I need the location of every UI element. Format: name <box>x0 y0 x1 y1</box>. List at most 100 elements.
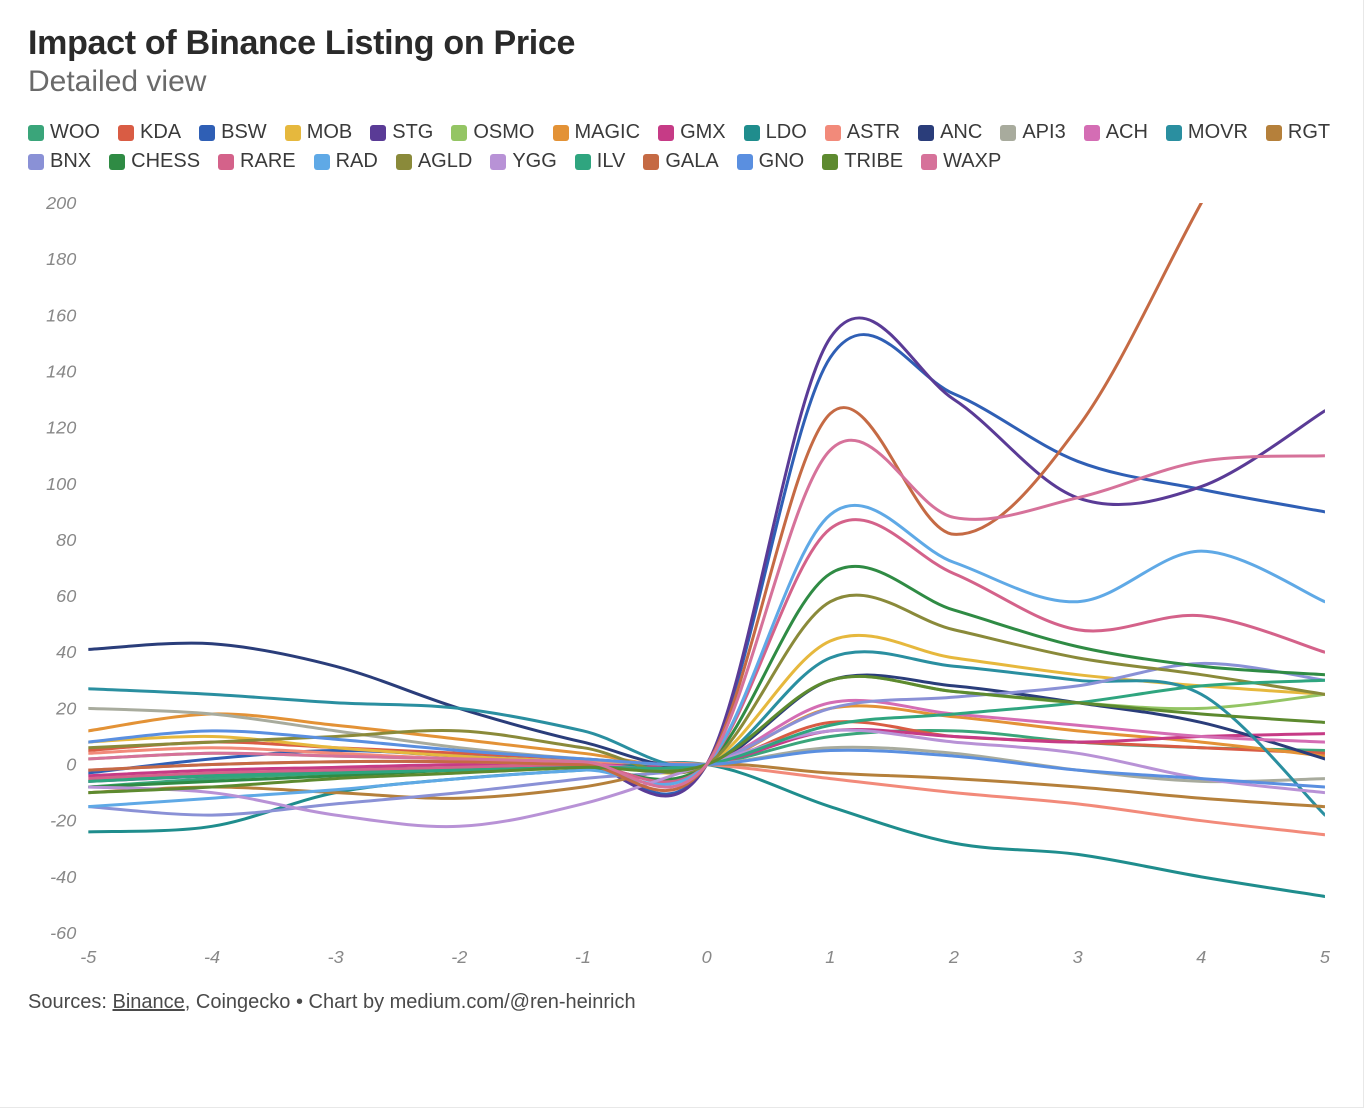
legend-swatch <box>1084 125 1100 141</box>
legend-item-rgt[interactable]: RGT <box>1266 121 1330 144</box>
legend-item-bnx[interactable]: BNX <box>28 150 91 173</box>
legend-swatch <box>28 154 44 170</box>
legend-item-gno[interactable]: GNO <box>737 150 805 173</box>
legend-item-woo[interactable]: WOO <box>28 121 100 144</box>
chart-title: Impact of Binance Listing on Price <box>28 24 1335 63</box>
legend-swatch <box>451 125 467 141</box>
sources-link[interactable]: Binance <box>112 991 184 1013</box>
y-tick-label: -40 <box>50 867 76 887</box>
legend-label: GALA <box>665 150 718 173</box>
legend-label: MAGIC <box>575 121 641 144</box>
legend-label: KDA <box>140 121 181 144</box>
legend-item-kda[interactable]: KDA <box>118 121 181 144</box>
legend-label: YGG <box>512 150 556 173</box>
legend-item-astr[interactable]: ASTR <box>825 121 900 144</box>
legend-label: MOVR <box>1188 121 1248 144</box>
y-tick-label: 80 <box>56 530 76 550</box>
x-tick-label: 2 <box>948 947 959 967</box>
legend-item-rare[interactable]: RARE <box>218 150 296 173</box>
series-line-magic <box>88 706 1325 767</box>
legend-label: RGT <box>1288 121 1330 144</box>
x-tick-label: 0 <box>702 947 712 967</box>
legend-item-stg[interactable]: STG <box>370 121 433 144</box>
legend-label: BSW <box>221 121 267 144</box>
legend-label: BNX <box>50 150 91 173</box>
legend-swatch <box>737 154 753 170</box>
legend-label: WOO <box>50 121 100 144</box>
legend-swatch <box>643 154 659 170</box>
legend-item-waxp[interactable]: WAXP <box>921 150 1001 173</box>
legend-item-gala[interactable]: GALA <box>643 150 718 173</box>
x-tick-label: -3 <box>328 947 344 967</box>
chart-subtitle: Detailed view <box>28 65 1335 99</box>
legend-swatch <box>921 154 937 170</box>
legend-swatch <box>370 125 386 141</box>
series-line-bsw <box>88 335 1325 795</box>
y-tick-label: 60 <box>56 586 76 606</box>
y-tick-label: 120 <box>46 418 76 438</box>
legend-label: WAXP <box>943 150 1001 173</box>
legend-item-rad[interactable]: RAD <box>314 150 378 173</box>
y-tick-label: 200 <box>45 193 76 213</box>
legend-item-magic[interactable]: MAGIC <box>553 121 641 144</box>
legend-label: GNO <box>759 150 805 173</box>
legend-item-movr[interactable]: MOVR <box>1166 121 1248 144</box>
x-tick-label: -4 <box>204 947 220 967</box>
x-tick-label: -5 <box>80 947 97 967</box>
legend-swatch <box>918 125 934 141</box>
y-tick-label: 100 <box>46 474 76 494</box>
chart-plot-area: -60-40-20020406080100120140160180200-5-4… <box>28 193 1335 973</box>
y-tick-label: 40 <box>56 642 76 662</box>
chart-svg: -60-40-20020406080100120140160180200-5-4… <box>28 193 1335 973</box>
y-tick-label: 180 <box>46 249 76 269</box>
legend-item-ach[interactable]: ACH <box>1084 121 1148 144</box>
legend-swatch <box>825 125 841 141</box>
x-tick-label: 4 <box>1196 947 1206 967</box>
legend-item-chess[interactable]: CHESS <box>109 150 200 173</box>
x-tick-label: 5 <box>1320 947 1331 967</box>
legend-item-tribe[interactable]: TRIBE <box>822 150 903 173</box>
legend-swatch <box>28 125 44 141</box>
legend-swatch <box>218 154 234 170</box>
legend-label: ILV <box>597 150 626 173</box>
legend-label: ANC <box>940 121 982 144</box>
legend-label: CHESS <box>131 150 200 173</box>
legend-swatch <box>658 125 674 141</box>
legend-label: AGLD <box>418 150 472 173</box>
legend-label: ASTR <box>847 121 900 144</box>
legend-swatch <box>1000 125 1016 141</box>
legend-swatch <box>1266 125 1282 141</box>
legend-swatch <box>109 154 125 170</box>
legend-item-mob[interactable]: MOB <box>285 121 353 144</box>
legend-item-bsw[interactable]: BSW <box>199 121 267 144</box>
x-tick-label: 1 <box>825 947 835 967</box>
legend-swatch <box>744 125 760 141</box>
legend-label: MOB <box>307 121 353 144</box>
legend-label: STG <box>392 121 433 144</box>
y-tick-label: 20 <box>55 698 76 718</box>
legend-item-ldo[interactable]: LDO <box>744 121 807 144</box>
legend-item-ygg[interactable]: YGG <box>490 150 556 173</box>
legend-item-ilv[interactable]: ILV <box>575 150 626 173</box>
series-line-stg <box>88 318 1325 796</box>
x-tick-label: 3 <box>1073 947 1083 967</box>
legend-item-api3[interactable]: API3 <box>1000 121 1065 144</box>
legend-swatch <box>396 154 412 170</box>
y-tick-label: 0 <box>66 755 76 775</box>
legend-label: LDO <box>766 121 807 144</box>
sources-prefix: Sources: <box>28 991 112 1013</box>
legend-label: GMX <box>680 121 726 144</box>
legend-label: OSMO <box>473 121 534 144</box>
legend-label: TRIBE <box>844 150 903 173</box>
y-tick-label: -20 <box>50 811 76 831</box>
legend-swatch <box>285 125 301 141</box>
legend-item-osmo[interactable]: OSMO <box>451 121 534 144</box>
legend-item-gmx[interactable]: GMX <box>658 121 726 144</box>
sources-rest: , Coingecko • Chart by medium.com/@ren-h… <box>185 991 636 1013</box>
legend-item-agld[interactable]: AGLD <box>396 150 472 173</box>
legend-item-anc[interactable]: ANC <box>918 121 982 144</box>
y-tick-label: 160 <box>46 305 76 325</box>
x-tick-label: -1 <box>575 947 591 967</box>
legend-swatch <box>314 154 330 170</box>
legend-label: ACH <box>1106 121 1148 144</box>
